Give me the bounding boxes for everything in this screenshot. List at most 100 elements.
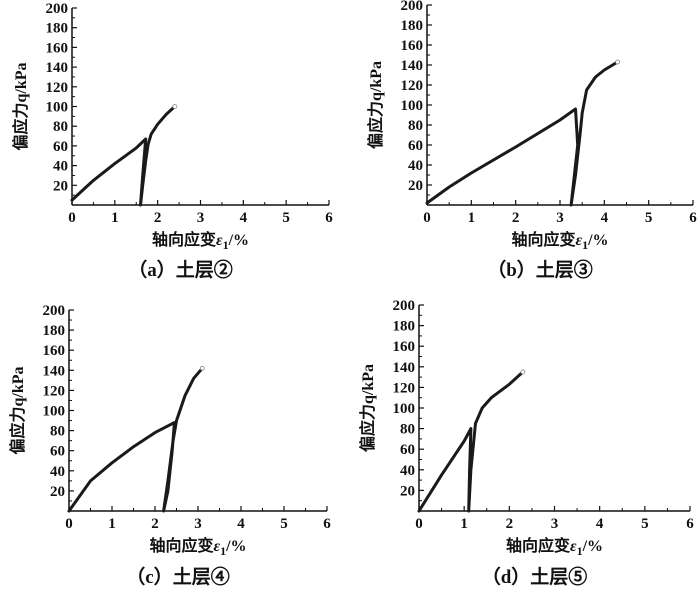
y-tick-label: 20 xyxy=(50,484,65,500)
x-tick-label: 6 xyxy=(323,516,331,532)
x-tick-label: 3 xyxy=(556,210,564,226)
x-axis-label: 轴向应变ε1/% xyxy=(511,230,608,252)
x-tick-label: 4 xyxy=(601,210,609,226)
y-tick-label: 40 xyxy=(50,464,65,480)
y-tick-label: 120 xyxy=(46,80,69,96)
x-tick-label: 2 xyxy=(154,210,162,226)
series-line xyxy=(67,366,204,513)
y-tick-label: 160 xyxy=(43,343,66,359)
y-axis-label: 偏应力q/kPa xyxy=(8,366,27,454)
y-tick-label: 80 xyxy=(53,119,68,135)
x-tick-label: 0 xyxy=(68,210,76,226)
x-tick-label: 5 xyxy=(645,210,653,226)
y-axis-label: 偏应力q/kPa xyxy=(358,364,377,452)
y-tick-label: 200 xyxy=(43,303,66,319)
chart-panel-2: 0 1 2 3 4 5 6 20 40 60 80 100 120 140 160 180 200 偏应力q/kP… xyxy=(366,0,697,281)
chart-panel-1: 0 1 2 3 4 5 6 20 40 60 80 100 120 140 160 180 200 偏应力q/kP… xyxy=(11,1,333,281)
x-tick-label: 6 xyxy=(686,516,694,532)
x-tick-label: 1 xyxy=(108,516,116,532)
x-tick-label: 2 xyxy=(506,516,514,532)
y-tick-label: 160 xyxy=(401,38,424,54)
x-axis-label-unit: /% xyxy=(225,538,246,555)
x-tick-label: 4 xyxy=(240,210,248,226)
x-axis-label-symbol: ε xyxy=(570,538,577,555)
y-tick-label: 60 xyxy=(53,139,68,155)
x-tick-label: 4 xyxy=(237,516,245,532)
x-tick-label: 2 xyxy=(512,210,520,226)
y-tick-label: 80 xyxy=(50,424,65,440)
series-end-marker xyxy=(172,104,178,109)
y-tick-label: 120 xyxy=(393,380,416,396)
y-tick-label: 140 xyxy=(401,58,424,74)
x-axis-label-main: 轴向应变 xyxy=(152,230,216,249)
x-axis-label-main: 轴向应变 xyxy=(149,536,213,555)
y-tick-label: 140 xyxy=(43,363,66,379)
y-tick-label: 100 xyxy=(401,98,424,114)
panel-caption: （c）土层④ xyxy=(126,565,229,588)
x-axis-label-symbol: ε xyxy=(214,538,221,555)
x-tick-label: 0 xyxy=(423,210,431,226)
x-axis-label-unit: /% xyxy=(582,538,603,555)
x-axis-label-main: 轴向应变 xyxy=(511,230,575,249)
y-tick-label: 160 xyxy=(393,339,416,355)
x-tick-label: 3 xyxy=(551,516,559,532)
y-tick-label: 120 xyxy=(401,78,424,94)
x-tick-label: 3 xyxy=(197,210,205,226)
x-axis-label-symbol: ε xyxy=(216,232,223,249)
y-tick-label: 60 xyxy=(50,444,65,460)
x-axis-label-sub: 1 xyxy=(223,238,229,252)
y-tick-label: 20 xyxy=(400,483,415,499)
x-axis-label-symbol: ε xyxy=(576,232,583,249)
y-tick-label: 160 xyxy=(46,40,69,56)
series-line xyxy=(417,370,525,513)
x-tick-label: 6 xyxy=(689,210,697,226)
y-tick-label: 60 xyxy=(408,138,423,154)
y-tick-label: 180 xyxy=(393,319,416,335)
x-tick-label: 3 xyxy=(194,516,202,532)
x-tick-label: 0 xyxy=(415,516,423,532)
y-tick-label: 40 xyxy=(400,463,415,479)
series-end-marker xyxy=(199,365,205,371)
series-line xyxy=(70,105,177,207)
x-axis-label: 轴向应变ε1/% xyxy=(506,536,603,558)
x-axis-label: 轴向应变ε1/% xyxy=(149,536,246,558)
y-tick-label: 20 xyxy=(408,178,423,194)
x-tick-label: 1 xyxy=(468,210,476,226)
y-tick-label: 80 xyxy=(408,118,423,134)
x-tick-label: 6 xyxy=(325,210,333,226)
y-tick-label: 200 xyxy=(401,0,424,14)
y-tick-label: 200 xyxy=(46,1,69,17)
x-axis-label-sub: 1 xyxy=(577,544,583,558)
x-axis-label-main: 轴向应变 xyxy=(506,536,570,555)
y-tick-label: 140 xyxy=(46,60,69,76)
series-end-marker xyxy=(520,369,526,375)
y-tick-label: 180 xyxy=(401,18,424,34)
x-axis-label-sub: 1 xyxy=(220,544,226,558)
x-tick-label: 4 xyxy=(596,516,604,532)
x-axis-label-unit: /% xyxy=(587,232,608,249)
y-tick-label: 40 xyxy=(53,159,68,175)
x-tick-label: 5 xyxy=(282,210,290,226)
y-tick-label: 100 xyxy=(43,404,66,420)
y-tick-label: 80 xyxy=(400,422,415,438)
chart-panel-3: 0 1 2 3 4 5 6 20 40 60 80 100 120 140 160 180 200 偏应力q/kP… xyxy=(8,303,331,588)
x-tick-label: 5 xyxy=(280,516,288,532)
x-axis-label: 轴向应变ε1/% xyxy=(152,230,249,252)
y-axis-label: 偏应力q/kPa xyxy=(366,61,385,149)
chart-panel-4: 0 1 2 3 4 5 6 20 40 60 80 100 120 140 160 180 200 偏应力q/kP… xyxy=(358,298,694,588)
x-tick-label: 2 xyxy=(151,516,159,532)
x-tick-label: 1 xyxy=(111,210,119,226)
panel-caption: （d）土层⑤ xyxy=(482,565,588,588)
y-tick-label: 200 xyxy=(393,298,416,314)
y-tick-label: 100 xyxy=(393,401,416,417)
y-tick-label: 20 xyxy=(53,178,68,194)
series-end-marker xyxy=(615,59,621,65)
y-tick-label: 60 xyxy=(400,442,415,458)
x-axis-label-sub: 1 xyxy=(582,238,588,252)
panel-caption: （b）土层③ xyxy=(487,258,593,281)
y-tick-label: 40 xyxy=(408,158,423,174)
y-tick-label: 180 xyxy=(46,21,69,37)
panel-caption: （a）土层② xyxy=(128,258,233,281)
x-tick-label: 1 xyxy=(460,516,468,532)
